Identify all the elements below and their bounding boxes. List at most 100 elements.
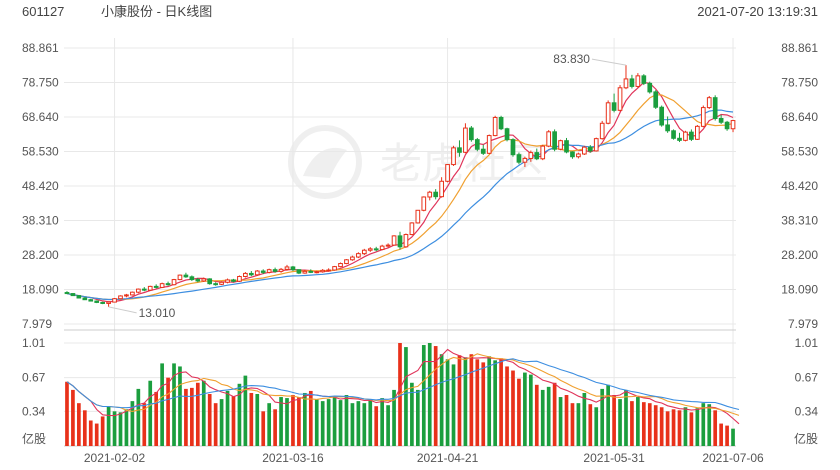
price-tick-right: 7.979 [788, 317, 818, 331]
volume-bar [546, 386, 551, 446]
volume-ma20-line [66, 358, 740, 411]
candle-body [314, 271, 320, 274]
candle-body [665, 124, 670, 132]
candle-body [677, 137, 682, 141]
candle-body [564, 140, 569, 153]
price-tick-right: 48.420 [781, 179, 818, 193]
volume-bar [184, 388, 188, 446]
volume-bar [124, 409, 129, 446]
volume-bars [65, 343, 735, 446]
candle-body [582, 146, 587, 155]
volume-bar [582, 392, 587, 446]
candle-body [213, 283, 218, 286]
price-tick-right: 88.861 [781, 41, 818, 55]
volume-bar [88, 420, 93, 446]
candle-body [540, 145, 546, 160]
candle-body [427, 191, 433, 198]
candle-body [248, 272, 254, 276]
volume-bar [469, 354, 474, 446]
volume-tick-right: 0.34 [795, 404, 819, 418]
candle-body [724, 121, 730, 130]
price-tick-left: 78.750 [22, 76, 59, 90]
candle-body [153, 285, 159, 288]
candle-body [480, 148, 486, 154]
volume-bar [291, 395, 295, 446]
candle-body [272, 269, 278, 272]
candle-body [433, 191, 439, 198]
grid-lines [64, 38, 736, 447]
candle-body [88, 299, 94, 302]
volume-bar [255, 393, 260, 446]
price-tick-left: 38.310 [22, 213, 59, 227]
volume-bar [249, 392, 254, 446]
volume-bar [380, 398, 385, 446]
candle-body [587, 146, 593, 152]
moving-averages [66, 81, 734, 303]
volume-bar [178, 366, 182, 446]
volume-bar [671, 409, 676, 446]
volume-bar [273, 409, 277, 446]
candle-body [534, 152, 540, 160]
candle-body [712, 97, 718, 120]
volume-bar [612, 395, 616, 446]
candle-body [356, 253, 361, 258]
volume-tick-left: 0.34 [22, 404, 46, 418]
candle-body [171, 279, 177, 286]
volume-bar [558, 397, 563, 446]
date-tick-label: 2021-05-31 [583, 451, 645, 465]
volume-bar [475, 359, 480, 446]
volume-bar [731, 428, 735, 446]
volume-bar [451, 364, 456, 446]
volume-bar [237, 383, 242, 446]
volume-tick-left: 1.01 [22, 336, 46, 350]
volume-bar [71, 389, 75, 446]
candle-body [623, 78, 629, 89]
volume-bar [528, 374, 533, 446]
candle-body [159, 283, 165, 288]
volume-bar [594, 407, 599, 446]
volume-bar [481, 362, 486, 446]
candle-body [391, 235, 397, 246]
candle-body [373, 248, 379, 251]
volume-bar [606, 384, 610, 446]
price-tick-right: 58.530 [781, 145, 818, 159]
date-tick-label: 2021-02-02 [84, 451, 146, 465]
timestamp: 2021-07-20 13:19:31 [697, 4, 818, 19]
volume-bar [588, 404, 593, 446]
candle-body [260, 270, 266, 273]
volume-bar [112, 411, 117, 446]
candle-body [385, 244, 391, 247]
volume-bar [457, 355, 462, 446]
volume-bar [570, 403, 575, 446]
candle-body [504, 128, 510, 141]
volume-bar [695, 408, 700, 446]
volume-bar [534, 384, 539, 446]
volume-bar [213, 403, 218, 446]
candle-body [611, 102, 617, 111]
candle-body [350, 256, 355, 261]
candle-body [82, 297, 88, 301]
volume-bar [630, 401, 634, 446]
volume-bar [689, 412, 694, 446]
candle-body [177, 274, 183, 281]
volume-bar [267, 403, 272, 446]
volume-bar [225, 390, 230, 446]
volume-bar [154, 391, 159, 446]
candle-body [730, 120, 736, 130]
price-tick-left: 68.640 [22, 110, 59, 124]
volume-bar [100, 416, 105, 446]
volume-moving-averages [66, 348, 740, 425]
candle-body [320, 269, 326, 273]
volume-bar [600, 388, 605, 446]
candle-body [296, 269, 302, 274]
candle-body [219, 281, 224, 285]
candle-body [237, 275, 242, 282]
volume-bar [707, 404, 712, 446]
price-tick-right: 78.750 [781, 76, 818, 90]
volume-bar [231, 396, 236, 446]
candle-body [112, 298, 117, 303]
volume-bar [564, 395, 569, 446]
candle-body [683, 131, 688, 141]
candle-body [599, 122, 605, 140]
candle-body [147, 285, 153, 291]
